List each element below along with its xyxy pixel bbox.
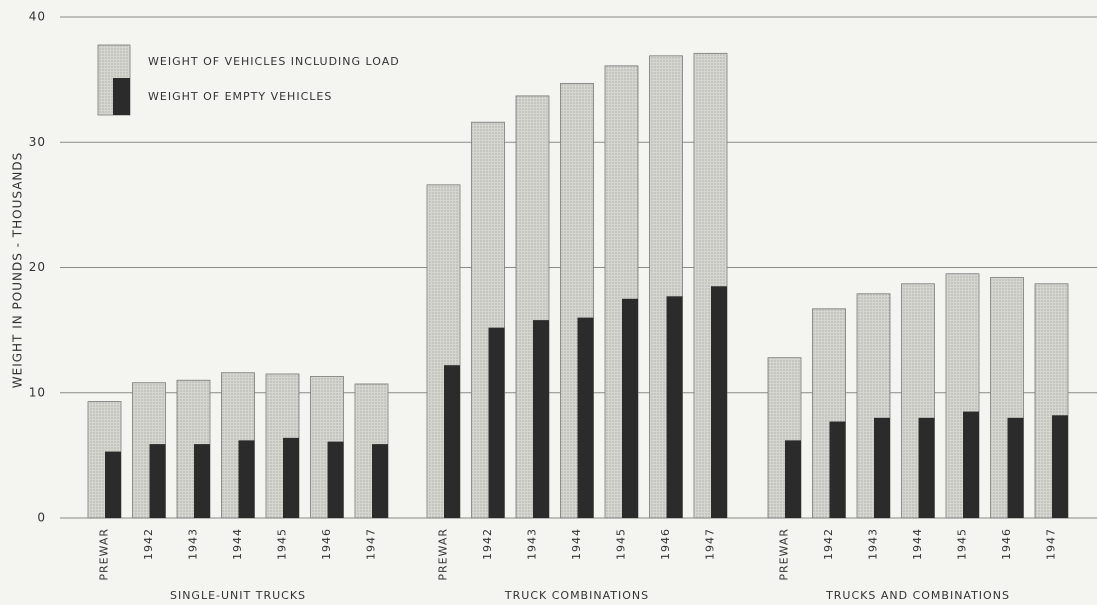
- y-axis-label: WEIGHT IN POUNDS - THOUSANDS: [11, 152, 25, 389]
- x-tick-label: PREWAR: [778, 528, 791, 581]
- empty-bar: [785, 440, 801, 518]
- x-tick-label: 1942: [481, 528, 494, 560]
- empty-bar: [194, 444, 210, 518]
- x-tick-label: 1947: [365, 528, 378, 560]
- empty-bar: [1052, 415, 1068, 518]
- x-tick-label: 1943: [526, 528, 539, 560]
- empty-bar: [577, 317, 594, 518]
- x-tick-label: 1945: [276, 528, 289, 560]
- legend-label: WEIGHT OF EMPTY VEHICLES: [148, 90, 332, 103]
- empty-bar: [444, 365, 460, 518]
- x-tick-label: 1945: [956, 528, 969, 560]
- x-tick-label: 1946: [659, 528, 672, 560]
- empty-bar: [105, 451, 121, 518]
- empty-bar: [666, 296, 683, 518]
- x-tick-label: 1942: [822, 528, 835, 560]
- empty-bar: [711, 286, 727, 518]
- y-tick-label: 20: [29, 260, 46, 274]
- empty-bar: [488, 327, 505, 518]
- empty-bar: [372, 444, 388, 518]
- x-tick-label: 1944: [570, 528, 583, 560]
- empty-bar: [327, 441, 344, 518]
- group-label: TRUCKS AND COMBINATIONS: [825, 589, 1010, 602]
- x-tick-label: 1942: [142, 528, 155, 560]
- x-tick-label: 1947: [704, 528, 717, 560]
- legend-label: WEIGHT OF VEHICLES INCLUDING LOAD: [148, 55, 400, 68]
- x-tick-label: 1946: [320, 528, 333, 560]
- empty-bar: [829, 421, 846, 518]
- x-tick-label: 1943: [867, 528, 880, 560]
- y-tick-label: 0: [37, 511, 46, 525]
- empty-bar: [963, 411, 979, 518]
- empty-bar: [874, 417, 890, 518]
- y-tick-label: 30: [29, 135, 46, 149]
- x-tick-label: 1946: [1000, 528, 1013, 560]
- empty-bar: [283, 437, 299, 518]
- empty-bar: [149, 444, 166, 518]
- empty-bar: [1007, 417, 1024, 518]
- x-tick-label: 1943: [187, 528, 200, 560]
- x-tick-label: PREWAR: [98, 528, 111, 581]
- y-tick-label: 40: [29, 10, 46, 24]
- x-tick-label: 1944: [231, 528, 244, 560]
- x-tick-label: 1945: [615, 528, 628, 560]
- empty-bar: [238, 440, 255, 518]
- group-label: TRUCK COMBINATIONS: [504, 589, 649, 602]
- empty-bar: [918, 417, 935, 518]
- y-tick-label: 10: [29, 385, 46, 399]
- x-tick-label: 1947: [1045, 528, 1058, 560]
- x-tick-label: PREWAR: [437, 528, 450, 581]
- empty-bar: [622, 298, 638, 518]
- group-label: SINGLE-UNIT TRUCKS: [170, 589, 306, 602]
- empty-bar: [533, 320, 549, 518]
- legend-swatch-empty: [113, 78, 130, 115]
- x-tick-label: 1944: [911, 528, 924, 560]
